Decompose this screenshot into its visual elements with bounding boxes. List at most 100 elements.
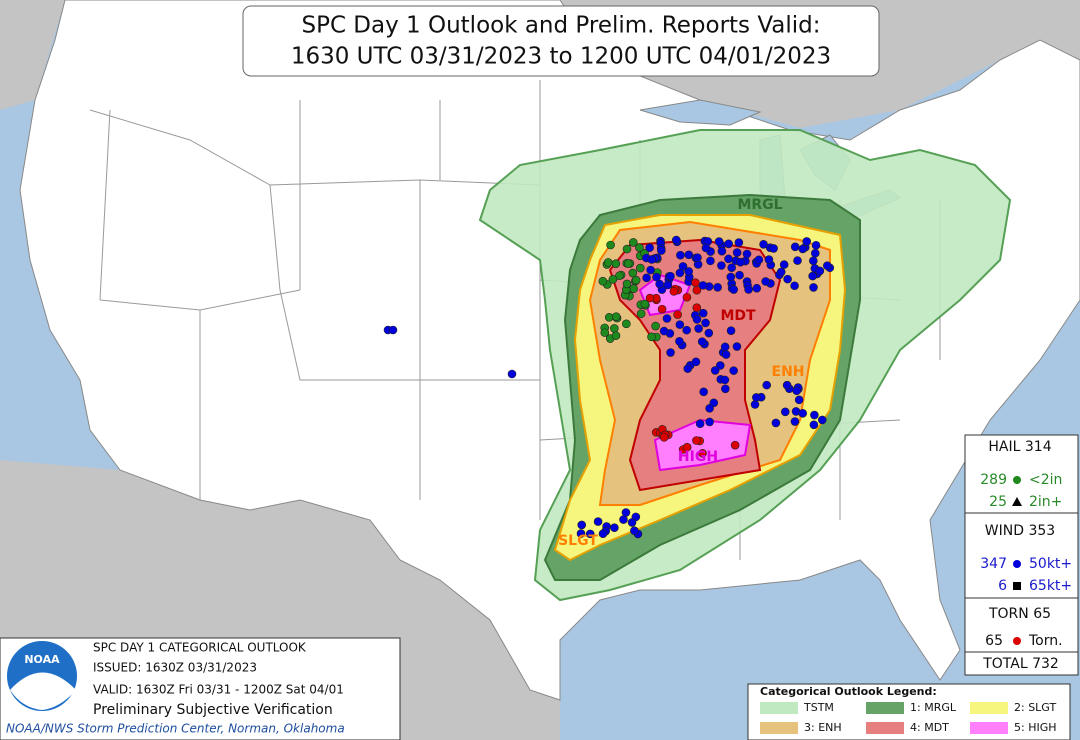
logo-gull: [10, 672, 76, 710]
report-dot: [675, 268, 685, 278]
report-dot: [671, 235, 681, 245]
report-dot: [669, 287, 679, 296]
report-dot: [636, 309, 646, 319]
report-dot: [619, 515, 628, 524]
report-dot: [623, 259, 633, 268]
report-dot: [809, 420, 819, 430]
report-dot: [798, 244, 808, 254]
report-dot: [692, 315, 702, 324]
report-dot: [714, 237, 724, 246]
report-dot: [577, 520, 587, 530]
report-dot: [771, 418, 781, 428]
report-dot: [809, 283, 818, 292]
report-dot: [608, 275, 618, 284]
report-dot: [742, 249, 752, 259]
wind-symbol: [1013, 560, 1021, 568]
speed-label: 50kt+: [1029, 556, 1072, 572]
count: 347: [980, 556, 1007, 572]
report-dot: [779, 260, 789, 269]
report-dot: [761, 277, 770, 286]
report-dot: [727, 263, 736, 272]
report-dot: [684, 250, 694, 260]
report-dot: [732, 342, 742, 351]
report-dot: [732, 248, 742, 257]
report-dot: [705, 404, 714, 413]
report-dot: [729, 285, 739, 294]
report-dot: [646, 265, 655, 275]
report-dot: [794, 395, 804, 405]
legend-item: 4: MDT: [910, 721, 949, 734]
count: 6: [998, 578, 1007, 594]
report-dot: [721, 384, 730, 394]
report-dot: [691, 278, 700, 287]
report-dot: [776, 267, 786, 277]
report-dot: [692, 436, 701, 445]
report-dot: [611, 259, 621, 268]
report-dot: [676, 250, 685, 260]
report-dot: [752, 393, 761, 402]
report-dot: [790, 281, 799, 291]
report-dot: [621, 508, 631, 517]
report-dot: [691, 357, 701, 367]
report-dot: [640, 299, 650, 309]
report-dot: [717, 246, 727, 256]
report-dot: [721, 350, 731, 359]
report-dot: [720, 342, 730, 352]
report-dot: [815, 266, 825, 276]
report-dot: [808, 271, 817, 281]
report-dot: [802, 237, 812, 246]
count: 25: [989, 494, 1007, 510]
report-dot: [694, 324, 703, 333]
hail-symbol: [1013, 476, 1021, 484]
report-dot: [598, 276, 608, 286]
report-dot: [735, 270, 744, 280]
report-dot: [659, 433, 669, 442]
report-dot: [726, 272, 736, 282]
report-dot: [744, 285, 753, 294]
report-dot: [704, 328, 714, 338]
title: 1630 UTC 03/31/2023 to 1200 UTC 04/01/20…: [291, 44, 831, 70]
report-dot: [606, 240, 615, 250]
info-box: NOAA SPC DAY 1 CATEGORICAL OUTLOOK ISSUE…: [0, 637, 401, 740]
report-dot: [647, 332, 656, 342]
report-legend: HAIL 314 289 <2in 25 2in+ WIND 353 347 5…: [964, 434, 1079, 676]
size-label: <2in: [1029, 472, 1062, 488]
report-dot: [713, 282, 722, 292]
report-dot: [809, 256, 818, 266]
report-dot: [657, 246, 666, 255]
hail-heading: HAIL 314: [988, 439, 1051, 455]
report-dot: [645, 243, 654, 253]
report-dot: [769, 244, 778, 253]
info-line: Preliminary Subjective Verification: [93, 702, 333, 718]
report-dot: [683, 364, 693, 373]
report-dot: [750, 400, 760, 409]
legend-item: 3: ENH: [804, 721, 842, 734]
report-dot: [790, 417, 800, 426]
info-line: ISSUED: 1630Z 03/31/2023: [93, 661, 257, 675]
report-dot: [657, 304, 667, 314]
logo-text: NOAA: [24, 653, 60, 666]
torn-label: Torn.: [1028, 633, 1063, 649]
map-label: SLGT: [558, 533, 598, 549]
report-dot: [706, 256, 715, 266]
map-label: MDT: [720, 308, 756, 324]
report-dot: [576, 529, 586, 538]
report-dot: [783, 274, 792, 284]
report-dot: [615, 271, 624, 281]
report-dot: [645, 293, 655, 303]
report-dot: [610, 324, 619, 333]
hail-symbol: [1012, 497, 1022, 506]
report-dot: [693, 253, 702, 262]
report-dot: [790, 242, 800, 252]
report-dot: [622, 279, 632, 289]
report-dot: [628, 238, 638, 247]
report-dot: [752, 283, 762, 293]
total: TOTAL 732: [982, 656, 1059, 672]
report-dot: [798, 408, 808, 418]
report-dot: [780, 407, 790, 417]
report-dot: [710, 366, 720, 375]
report-dot: [600, 328, 610, 337]
report-dot: [705, 417, 714, 427]
report-dot: [697, 337, 707, 346]
